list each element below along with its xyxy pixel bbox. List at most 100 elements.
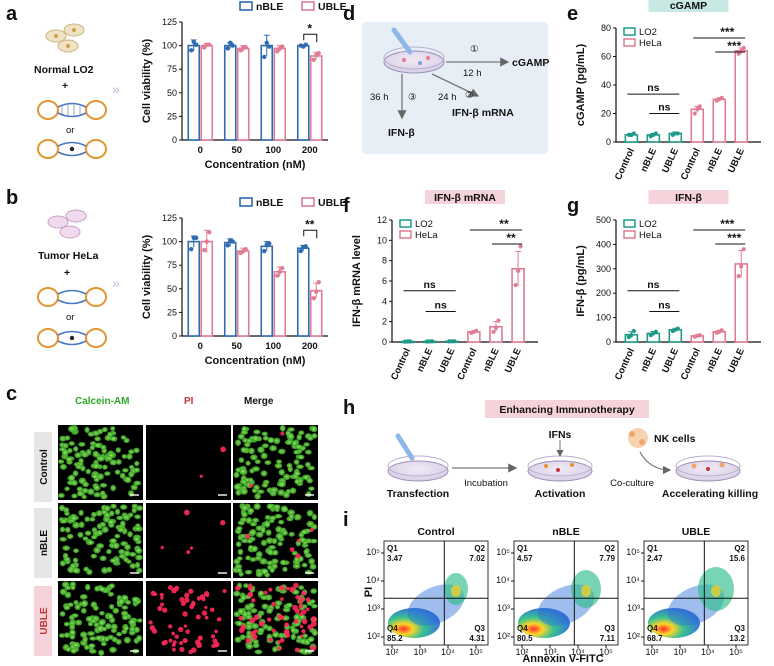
cell (254, 492, 261, 500)
panel-c: c Calcein-AM PI Merge Control nBLE UBLE (6, 383, 319, 656)
pi-signal (293, 582, 299, 589)
data-point (316, 279, 321, 285)
cell (276, 459, 283, 464)
sig-label-ns-1: ns (647, 82, 659, 94)
plus-sign: + (62, 80, 68, 92)
pi-signal (220, 519, 226, 526)
panel-label-f: f (343, 195, 350, 217)
cell (265, 529, 272, 536)
pi-signal (271, 601, 276, 607)
quadrant-value-Q2: 7.02 (469, 554, 485, 563)
data-point (225, 243, 230, 248)
y-tick-label: 50 (167, 284, 177, 294)
x-tick-label: 50 (231, 341, 242, 352)
cell (83, 644, 90, 651)
cell (240, 429, 249, 435)
row-tag-control (34, 432, 52, 502)
normal-cells-icon (45, 23, 85, 53)
panel-label-a: a (6, 3, 18, 25)
sig-label-ns-1: ns (423, 279, 435, 291)
pi-signal (280, 431, 285, 436)
cell (58, 633, 66, 638)
data-point (191, 39, 196, 45)
pi-signal (201, 610, 208, 616)
cell (236, 567, 243, 574)
pi-signal (210, 634, 216, 639)
cell (85, 615, 93, 623)
cell (269, 567, 275, 573)
cell (126, 453, 133, 460)
cell (121, 453, 128, 459)
legend-label-LO2: LO2 (639, 219, 657, 230)
cell (63, 621, 70, 627)
data-point (230, 239, 235, 244)
flow-cytometry-plots: ControlQ13.47Q27.02Q485.2Q34.3110²10²10³… (366, 526, 749, 657)
quadrant-name-Q3: Q3 (604, 624, 615, 633)
cell (129, 563, 137, 569)
data-point (692, 111, 697, 116)
sig-label-ns-2: ns (435, 300, 447, 312)
cell (136, 567, 143, 574)
y-tick-label: 0 (382, 337, 387, 347)
quadrant-name-Q4: Q4 (517, 624, 528, 633)
data-point (243, 246, 248, 252)
data-point (228, 40, 233, 45)
cell (267, 437, 275, 444)
cell (123, 550, 131, 557)
pi-signal (160, 596, 164, 600)
cell (275, 525, 282, 533)
cell (234, 636, 242, 643)
flow-xlabel: Annexin V-FITC (522, 653, 603, 665)
cell (117, 527, 125, 533)
cell (280, 505, 288, 513)
cell (267, 549, 274, 556)
cell (110, 628, 117, 633)
pi-signal (238, 615, 244, 621)
cell (136, 618, 143, 623)
column-merge: Merge (244, 396, 274, 407)
cell (112, 607, 120, 614)
cell (76, 486, 84, 492)
cell (94, 635, 103, 641)
cell (269, 445, 278, 452)
cell (306, 509, 314, 517)
pi-signal (263, 590, 268, 595)
cell (81, 487, 89, 494)
cell (307, 637, 315, 643)
cell (240, 594, 247, 601)
cell (59, 588, 68, 596)
cell (81, 600, 89, 607)
pi-signal (174, 634, 179, 639)
y-tick-label: 10² (497, 631, 510, 641)
pi-signal (248, 483, 253, 488)
pi-signal (184, 597, 190, 603)
data-point (518, 244, 523, 249)
cell (261, 603, 269, 610)
cell (110, 484, 117, 492)
cell (109, 558, 118, 564)
cell (273, 437, 281, 445)
cell (101, 427, 108, 433)
cell (245, 623, 253, 631)
cell (94, 442, 102, 448)
data-point (202, 247, 207, 253)
legend-swatch-UBLE (301, 1, 315, 11)
cell (93, 622, 100, 628)
cell (116, 515, 124, 521)
y-tick-label: 60 (601, 52, 611, 62)
cell (123, 625, 129, 631)
cell (245, 460, 251, 466)
cell (93, 485, 100, 490)
sig-label-ns-1: ns (647, 279, 659, 291)
pi-signal (204, 591, 210, 597)
cell (71, 480, 78, 486)
panel-b: b Tumor HeLa + or » 0 25 50 75 100 125 0 50 100 2… (6, 187, 347, 367)
quadrant-value-Q4: 80.5 (517, 634, 533, 643)
x-tick-label: Control (389, 347, 413, 382)
cell (269, 515, 277, 521)
x-tick-label: 50 (231, 145, 242, 156)
pi-signal (159, 602, 165, 607)
cell (305, 490, 312, 498)
data-point (207, 229, 212, 235)
